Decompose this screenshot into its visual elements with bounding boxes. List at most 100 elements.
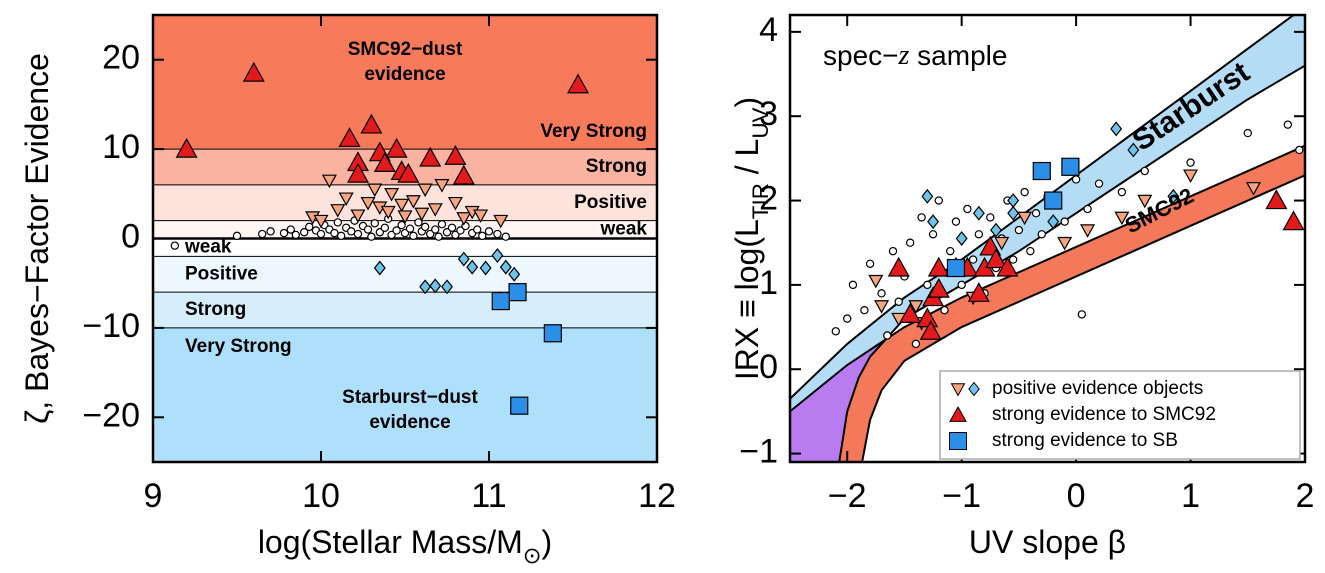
data-point [968,255,978,264]
band-label: Positive [574,192,647,213]
data-point [392,226,401,235]
data-point [493,214,509,229]
data-point [385,137,408,158]
data-point [353,229,363,239]
data-point [321,174,337,189]
data-point [928,230,938,239]
x-tick-label: 2 [1296,477,1315,515]
x-tick-label: 12 [638,477,676,515]
plot-area [153,15,657,462]
data-point [1032,161,1051,181]
model-edge [861,174,1305,462]
data-point [888,246,898,256]
y-tick-label: 0 [121,217,140,255]
band-label: weak [600,219,648,240]
data-point [1057,236,1073,251]
data-point [338,127,361,147]
data-point [917,213,926,222]
data-point [894,297,903,306]
data-point [286,225,295,234]
data-point [373,152,396,173]
data-point [491,248,504,263]
data-point [316,229,326,239]
data-point [437,219,447,229]
evidence-band [153,256,657,293]
x-tick-label: 0 [1067,477,1086,515]
annotation-line: evidence [364,64,445,85]
data-point [373,260,386,276]
data-point [986,213,995,222]
data-point [934,196,943,205]
data-point [501,232,510,241]
data-point [444,145,467,165]
x-axis-label: log(Stellar Mass/M⊙) [258,524,552,568]
data-point [360,196,376,211]
data-point [923,280,932,290]
data-point [1083,204,1092,214]
data-point [397,210,413,224]
data-point [380,205,396,220]
model-edge [790,144,1305,413]
x-axis-label-part: ⊙ [523,543,542,568]
data-point [484,227,494,236]
data-point [427,203,443,217]
data-point [974,230,984,239]
data-point [441,279,453,295]
data-point [456,212,472,226]
data-point [305,222,314,232]
data-point [1137,194,1153,209]
data-point [1020,187,1029,197]
data-point [266,227,275,236]
data-point [347,227,356,236]
data-point [508,266,521,282]
data-point [1094,179,1104,188]
y-tick-label: 0 [759,348,778,386]
data-point [919,320,942,340]
data-point [338,192,354,207]
y-axis-label-part: / L [729,139,765,183]
data-point [1047,214,1060,230]
data-point [927,277,950,298]
sample-annotation: spec−z sample [823,40,1007,71]
data-point [330,204,346,218]
data-point [1186,158,1195,167]
data-point [420,222,430,232]
data-point [972,205,985,221]
data-point [990,222,1002,238]
data-point [367,183,383,198]
data-point [279,228,289,238]
plot-area [790,15,1305,462]
data-point [1031,208,1041,218]
annotation-line: SMC92−dust [348,39,463,60]
x-axis-label-part: UV slope β [969,524,1126,560]
data-point [409,231,418,241]
x-tick-label: 10 [302,477,340,515]
sample-annotation-part: spec− [823,40,899,71]
data-point [300,228,309,237]
data-point [508,283,527,302]
data-point [397,162,420,183]
data-point [367,232,376,241]
data-point [333,218,342,227]
band-label: Strong [185,299,246,320]
data-point [242,61,265,82]
y-axis-label-part: IRX ≡ log(L [729,219,765,380]
y-axis-label-part: ζ, Bayes−Factor Evidence [19,53,55,424]
data-point [1044,191,1063,210]
data-point [967,282,990,302]
data-point [419,279,432,295]
data-point [1080,224,1096,238]
data-point [429,278,442,294]
model-band-fill [790,15,1305,462]
x-axis-label: UV slope β [969,524,1126,560]
data-point [927,214,940,230]
data-point [1060,217,1069,226]
data-point [175,137,198,158]
x-tick-label: −2 [828,477,867,515]
data-point [414,218,423,227]
data-point [1140,166,1149,176]
data-point [405,224,415,233]
band-label: Very Strong [185,336,292,357]
y-tick-label: −1 [739,433,778,471]
